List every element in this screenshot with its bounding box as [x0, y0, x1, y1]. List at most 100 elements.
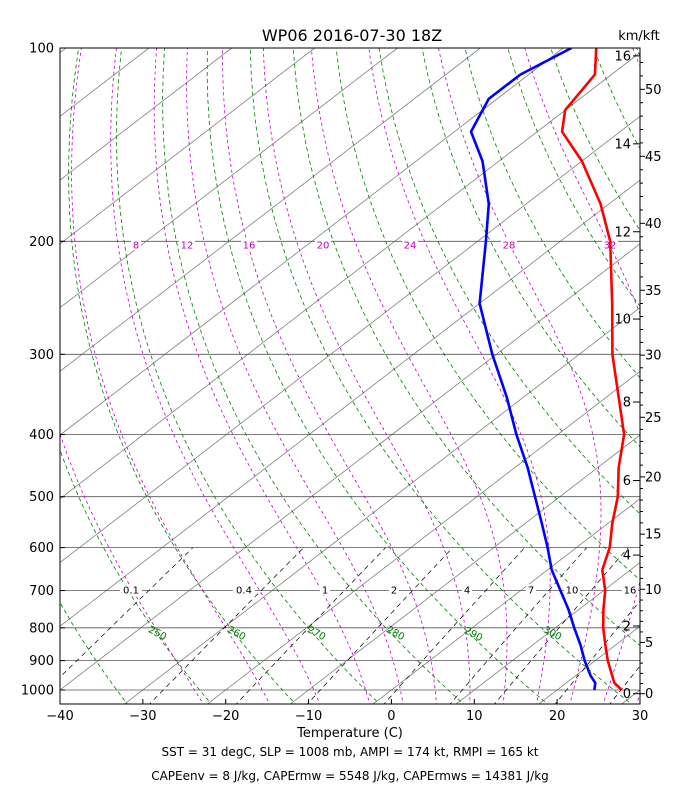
x-tick-label: 10: [466, 709, 483, 724]
dry-adiabat: [0, 48, 45, 706]
moist-adiabat: [632, 48, 640, 704]
isotherm: [60, 48, 481, 372]
moist-adiabat-label-bg: [241, 239, 257, 250]
moist-adiabat-label: 28: [503, 241, 516, 252]
x-tick-label: 30: [632, 709, 649, 724]
mixing-ratio-line: [383, 547, 525, 704]
km-tick-label: 12: [614, 225, 631, 240]
dry-adiabat: [292, 48, 640, 646]
footer-line-2: CAPEenv = 8 J/kg, CAPErmw = 5548 J/kg, C…: [151, 769, 549, 783]
dry-adiabat: [464, 48, 640, 379]
isotherm: [206, 370, 640, 704]
kft-tick-label: 45: [645, 150, 662, 165]
mixing-ratio-label-bg: [622, 584, 638, 595]
kft-tick-label: 25: [645, 411, 662, 426]
dry-adiabat: [60, 448, 212, 704]
moist-adiabat-label-bg: [501, 239, 517, 250]
plot-frame: [59, 47, 641, 705]
km-tick-label: 4: [623, 549, 631, 564]
mixing-ratio-line: [235, 547, 386, 704]
km-tick-label: 8: [623, 396, 631, 411]
moist-adiabat-label: 8: [133, 241, 139, 252]
mixing-ratio-line: [149, 547, 304, 704]
moist-adiabat-label-bg: [315, 239, 331, 250]
pressure-tick-label: 900: [29, 654, 54, 669]
km-tick-label: 10: [614, 313, 631, 328]
mixing-ratio-line: [306, 547, 453, 704]
mixing-ratio-label: 4: [464, 586, 470, 597]
pressure-tick-label: 700: [29, 584, 54, 599]
isotherm: [60, 48, 564, 436]
mixing-ratio-label-bg: [526, 584, 536, 595]
kft-tick-label: 10: [645, 583, 662, 598]
axes: −40 −30 −20 −10 0 10 20 30100200300400500600700…: [21, 42, 662, 725]
isotherm: [60, 243, 640, 691]
moist-adiabat-label-bg: [179, 239, 195, 250]
dry-adiabat: [60, 601, 128, 704]
mixing-ratio-label-bg: [564, 584, 580, 595]
right-axis-title: km/kft: [618, 29, 660, 44]
isotherm: [60, 115, 640, 564]
x-tick-label: 20: [549, 709, 566, 724]
background-lines: [0, 48, 700, 706]
moist-adiabat-label: 24: [404, 241, 417, 252]
mixing-ratio-label-bg: [120, 584, 142, 595]
kft-tick-label: 20: [645, 470, 662, 485]
pressure-tick-label: 500: [29, 490, 54, 505]
dry-adiabat: [162, 48, 465, 704]
dry-adiabat: [636, 48, 640, 57]
pressure-tick-label: 800: [29, 621, 54, 636]
km-tick-label: 14: [614, 137, 631, 152]
moist-adiabat-label-bg: [402, 239, 418, 250]
mixing-ratio-label: 16: [624, 586, 637, 597]
moist-adiabat: [186, 48, 404, 704]
isotherm: [60, 48, 67, 54]
mixing-ratio-label: 7: [528, 586, 534, 597]
moist-adiabat: [110, 48, 321, 704]
pressure-tick-label: 600: [29, 541, 54, 556]
moist-adiabat: [368, 48, 551, 704]
footer-line-1: SST = 31 degC, SLP = 1008 mb, AMPI = 174…: [161, 745, 539, 759]
mixing-ratio-label: 2: [391, 586, 397, 597]
kft-tick-label: 5: [645, 636, 653, 651]
isotherm: [60, 52, 640, 500]
moist-adiabat: [311, 48, 508, 704]
pressure-tick-label: 400: [29, 428, 54, 443]
pressure-tick-label: 200: [29, 235, 54, 250]
moist-adiabat: [438, 48, 602, 704]
mixing-ratio-label: 0.1: [123, 586, 139, 597]
temperature-line: [560, 48, 626, 691]
isotherm: [60, 179, 640, 627]
mixing-ratio-label-bg: [389, 584, 399, 595]
x-tick-label: −20: [212, 709, 239, 724]
dry-adiabat: [335, 48, 640, 581]
mixing-ratio-label: 10: [566, 586, 579, 597]
kft-tick-label: 35: [645, 284, 662, 299]
moist-adiabat-label: 20: [317, 241, 330, 252]
km-tick-label: 2: [623, 620, 631, 635]
mixing-ratio-line: [493, 547, 629, 704]
pressure-tick-label: 300: [29, 348, 54, 363]
x-tick-label: 0: [387, 709, 395, 724]
dry-adiabat: [116, 48, 381, 704]
km-tick-label: 6: [623, 474, 631, 489]
isotherm: [60, 48, 398, 309]
dry-adiabat: [249, 48, 633, 704]
plot-area: [60, 48, 640, 704]
mixing-ratio-label: 1: [322, 586, 328, 597]
x-axis-label: Temperature (C): [296, 726, 403, 741]
kft-tick-label: 40: [645, 217, 662, 232]
profiles: [469, 48, 626, 691]
isotherm: [289, 434, 640, 704]
dry-adiabat: [680, 48, 700, 706]
dry-adiabat: [68, 48, 296, 704]
kft-tick-label: 0: [645, 687, 653, 702]
chart-title: WP06 2016-07-30 18Z: [262, 26, 442, 45]
isotherm: [123, 307, 640, 704]
pressure-tick-label: 1000: [21, 684, 54, 699]
moist-adiabat-label: 16: [243, 241, 256, 252]
dewpoint-line: [469, 48, 597, 691]
dry-adiabat: [206, 48, 549, 704]
x-tick-label: −30: [129, 709, 156, 724]
mixing-ratio-label-bg: [462, 584, 472, 595]
